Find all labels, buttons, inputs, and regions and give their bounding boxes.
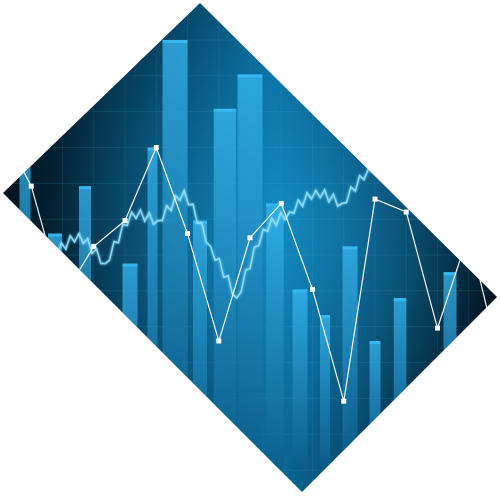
white-line-marker bbox=[435, 326, 440, 331]
white-line-marker bbox=[0, 124, 3, 129]
chart-bar-cap bbox=[470, 393, 480, 396]
chart-bar-cap bbox=[163, 40, 188, 43]
chart-bar-cap bbox=[394, 298, 407, 301]
chart-bar bbox=[370, 341, 381, 470]
chart-bar-cap bbox=[343, 246, 358, 249]
white-line-marker bbox=[310, 287, 315, 292]
chart-bar-cap bbox=[48, 234, 62, 237]
chart-bar bbox=[48, 234, 62, 471]
chart-bar bbox=[394, 298, 407, 470]
chart-bar-cap bbox=[293, 289, 308, 292]
chart-bar-cap bbox=[420, 375, 430, 378]
white-line-marker bbox=[123, 218, 128, 223]
chart-bar-cap bbox=[101, 320, 110, 323]
chart-bar-cap bbox=[370, 341, 381, 344]
chart-bar bbox=[101, 320, 110, 471]
chart-bar bbox=[163, 40, 188, 470]
white-line-marker bbox=[404, 210, 409, 215]
chart-bar bbox=[20, 117, 31, 470]
chart-bar bbox=[238, 74, 263, 470]
white-line-marker bbox=[60, 296, 65, 301]
white-line-marker bbox=[466, 231, 471, 236]
white-line-marker bbox=[373, 197, 378, 202]
chart-bar bbox=[214, 109, 237, 470]
white-line-marker bbox=[279, 201, 284, 206]
chart-bar bbox=[444, 272, 457, 470]
chart-bar bbox=[293, 289, 308, 470]
chart-bar bbox=[148, 148, 158, 471]
white-line-marker bbox=[216, 339, 221, 344]
chart-bar bbox=[79, 186, 91, 470]
chart-bar-cap bbox=[79, 186, 91, 189]
chart-bar bbox=[420, 375, 430, 470]
chart-bar bbox=[470, 393, 480, 470]
white-line-marker bbox=[341, 399, 346, 404]
chart-bar bbox=[266, 203, 284, 470]
white-line-marker bbox=[185, 231, 190, 236]
chart-bar bbox=[123, 264, 138, 470]
white-line-marker bbox=[29, 184, 34, 189]
chart-bar-cap bbox=[20, 117, 31, 120]
chart-bar-cap bbox=[123, 264, 138, 267]
white-line-marker bbox=[154, 145, 159, 150]
white-line-marker bbox=[248, 235, 253, 240]
white-line-marker bbox=[91, 244, 96, 249]
chart-bar bbox=[320, 315, 330, 470]
chart-bar-cap bbox=[238, 74, 263, 77]
chart-bar-cap bbox=[214, 109, 237, 112]
chart-bar-cap bbox=[320, 315, 330, 318]
